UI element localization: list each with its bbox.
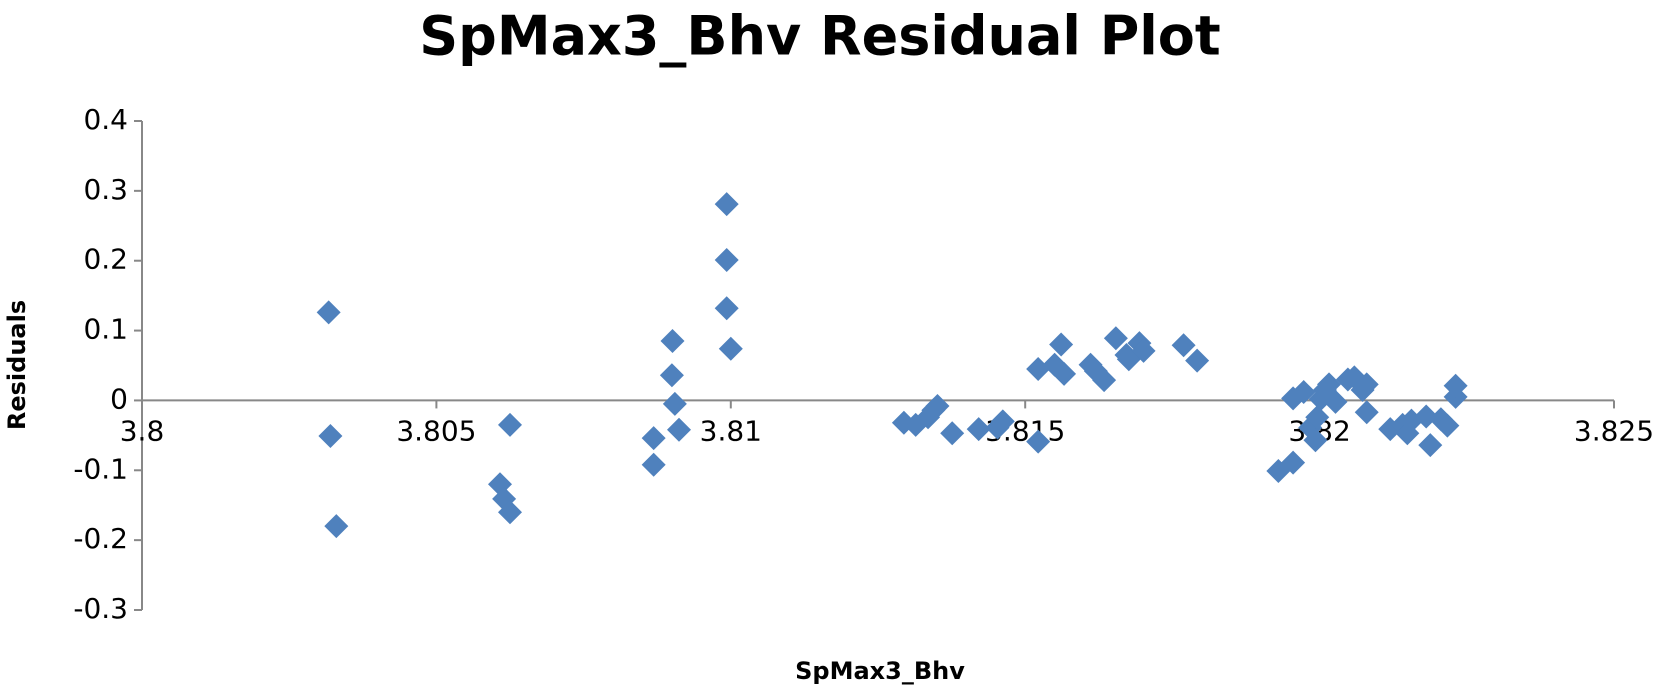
point: [1435, 413, 1460, 438]
point: [714, 248, 739, 273]
point: [1443, 373, 1468, 398]
point: [714, 296, 739, 321]
x-tick-label: 3.825: [1574, 414, 1654, 447]
point: [1103, 326, 1128, 351]
point: [316, 300, 341, 325]
y-tick-label: 0.4: [83, 103, 128, 136]
point: [498, 500, 522, 525]
y-tick-label: 0: [110, 382, 128, 415]
point: [1354, 372, 1379, 397]
point: [659, 363, 684, 388]
point: [662, 391, 687, 416]
point: [1323, 389, 1348, 414]
y-tick-label: 0.1: [83, 313, 128, 346]
x-tick-label: 3.8: [120, 414, 165, 447]
point: [641, 426, 666, 451]
chart-title: SpMax3_Bhv Residual Plot: [419, 5, 1220, 68]
point: [1026, 356, 1051, 381]
x-tick-label: 3.81: [700, 414, 762, 447]
y-tick-label: 0.3: [83, 173, 128, 206]
point: [324, 514, 349, 539]
point: [1354, 400, 1379, 425]
point: [1092, 368, 1117, 393]
y-axis-label: Residuals: [3, 300, 31, 430]
point: [990, 409, 1015, 434]
point: [666, 417, 691, 442]
y-tick-label: -0.2: [73, 522, 128, 555]
point: [925, 394, 950, 419]
point: [714, 192, 739, 217]
point: [1305, 405, 1330, 430]
point: [318, 424, 343, 449]
x-axis-label: SpMax3_Bhv: [795, 657, 965, 685]
point: [1131, 338, 1156, 363]
point: [660, 329, 685, 354]
y-tick-label: 0.2: [83, 243, 128, 276]
point: [1418, 433, 1443, 458]
point: [1185, 348, 1210, 373]
point: [1281, 450, 1306, 475]
point: [1052, 361, 1077, 386]
y-tick-label: -0.1: [73, 452, 128, 485]
x-tick-label: 3.805: [396, 414, 476, 447]
point: [1049, 332, 1074, 357]
point: [1171, 333, 1196, 358]
point: [940, 421, 965, 446]
point: [1291, 380, 1316, 405]
y-tick-label: -0.3: [73, 592, 128, 625]
point: [641, 452, 666, 477]
point: [1026, 429, 1051, 454]
point: [966, 417, 991, 442]
point: [1303, 428, 1328, 453]
point: [718, 336, 743, 361]
point: [498, 412, 522, 437]
